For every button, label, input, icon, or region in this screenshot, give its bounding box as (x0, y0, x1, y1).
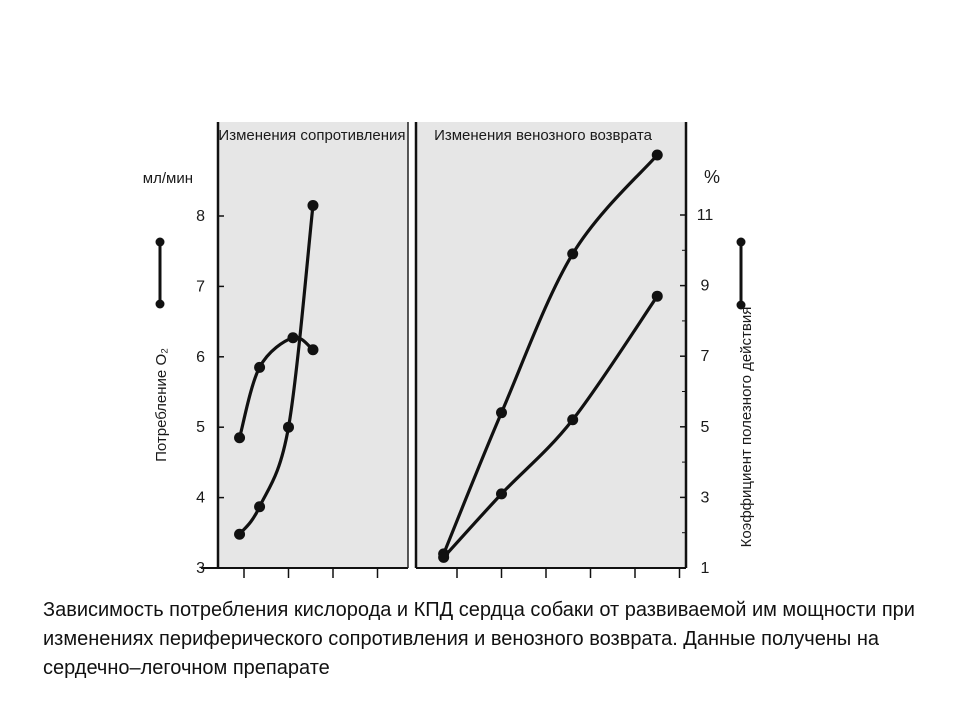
left-series-2-point (254, 501, 266, 513)
left-y-tick-label: 4 (196, 490, 205, 507)
right-y-tick-label: 5 (701, 419, 710, 436)
right-plot: 1 3 5 7 9 11 (438, 149, 713, 578)
left-series-1-line (237, 335, 315, 440)
left-y-tick-label: 7 (196, 278, 205, 295)
right-panel-title: Изменения венозного возврата (434, 127, 653, 144)
left-series-1-point (254, 361, 266, 373)
left-y-tick-label: 3 (196, 560, 205, 577)
left-y-tick-label: 5 (196, 419, 205, 436)
right-series-1-point (567, 248, 579, 260)
right-series-2-point (567, 414, 579, 426)
right-series-2-point (438, 551, 450, 563)
left-panel-title: Изменения сопротивления (218, 127, 405, 144)
left-series-2-line (237, 203, 315, 536)
right-y-tick-label: 1 (701, 560, 710, 577)
left-legend-marker (155, 237, 165, 309)
right-series-2-point (496, 488, 507, 500)
right-panel-background (416, 122, 686, 568)
right-legend-marker (736, 237, 746, 310)
left-series-1-point (234, 432, 246, 444)
left-series-1-point (307, 344, 319, 356)
right-series-2-point (651, 290, 663, 302)
left-plot: 3 4 5 6 7 8 (196, 199, 379, 578)
left-y-tick-label: 6 (196, 349, 205, 366)
right-y-tick-label: 3 (701, 489, 710, 506)
left-y-tick-label: 8 (196, 208, 205, 225)
right-series-1-line (442, 153, 659, 556)
right-series-2-line (442, 294, 659, 560)
left-series-1-point (287, 332, 299, 344)
right-series-1-point (651, 149, 663, 161)
left-series-2-point (234, 528, 246, 540)
figure: Изменения сопротивления Изменения венозн… (143, 122, 755, 578)
right-series-1-point (496, 407, 507, 419)
left-y-label: Потребление O₂ (153, 348, 170, 462)
left-series-2-point (283, 421, 294, 433)
right-y-tick-label: 7 (701, 348, 710, 365)
right-y-label: Коэффициент полезного действия (738, 307, 755, 548)
figure-caption: Зависимость потребления кислорода и КПД … (43, 599, 915, 679)
right-y-tick-label: 11 (697, 207, 714, 224)
left-y-unit: мл/мин (143, 170, 193, 187)
right-y-unit: % (704, 167, 720, 187)
left-series-2-point (307, 199, 319, 211)
right-y-tick-label: 9 (701, 278, 710, 295)
